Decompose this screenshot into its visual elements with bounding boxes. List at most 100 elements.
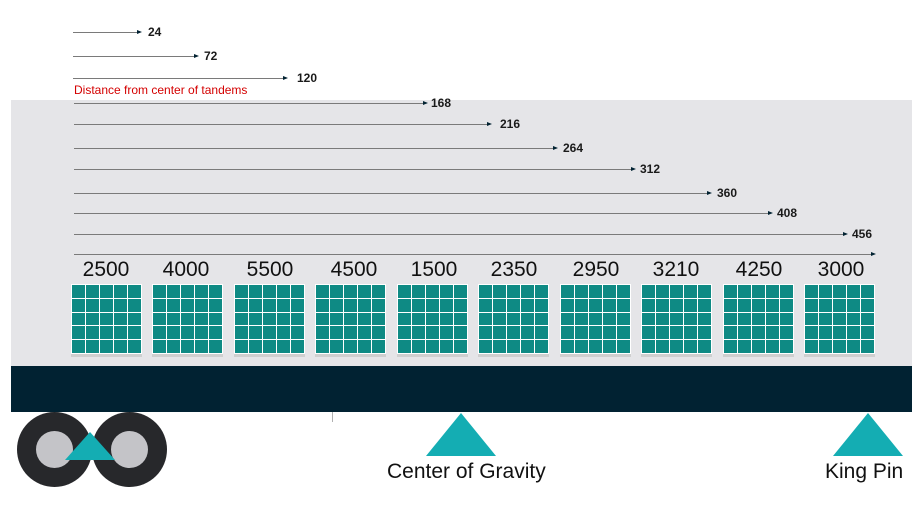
box-cell [766,298,779,312]
box-cell [153,340,166,353]
pallet [397,284,468,357]
box-cell [833,326,846,340]
box-cell [805,340,818,353]
pallet-weight: 5500 [246,258,294,281]
box-cell [291,298,304,312]
box-cell [603,326,616,340]
box-cell [656,340,669,353]
box-cell [642,340,655,353]
box-cell [684,340,697,353]
tandem-pivot-icon [65,432,115,460]
box-cell [263,326,276,340]
pallet [152,284,223,357]
distance-label: 120 [297,71,318,85]
box-cell [724,326,737,340]
box-cell [72,285,85,298]
box-cell [412,340,425,353]
box-cell [847,285,860,298]
box-cell [752,298,765,312]
distance-label: 312 [640,162,661,176]
box-cell [426,312,439,326]
box-cell [398,340,411,353]
box-cell [493,312,506,326]
box-cell [724,340,737,353]
box-cell [670,298,683,312]
box-cell [738,298,751,312]
box-cell [479,326,492,340]
box-cell [535,312,548,326]
box-cell [181,298,194,312]
box-cell [72,312,85,326]
distance-label: 24 [148,25,162,39]
box-cell [277,285,290,298]
box-cell [642,312,655,326]
box-cell [805,312,818,326]
box-cell [209,340,222,353]
box-cell [819,285,832,298]
box-cell [316,326,329,340]
box-cell [263,340,276,353]
box-cell [330,298,343,312]
box-cell [724,285,737,298]
box-cell [670,326,683,340]
box-cell [86,312,99,326]
box-cell [330,340,343,353]
box-cell [440,340,453,353]
box-cell [861,298,874,312]
pallet [641,284,712,357]
box-cell [114,285,127,298]
distance-label: 264 [563,141,584,155]
box-cell [100,298,113,312]
box-cell [398,298,411,312]
box-cell [724,312,737,326]
pallet [723,284,794,357]
box-cell [426,340,439,353]
box-cell [195,312,208,326]
box-cell [209,285,222,298]
pallet [804,284,875,357]
box-cell [398,285,411,298]
hub-icon [111,431,148,468]
deck-tick [332,412,333,422]
box-cell [440,312,453,326]
box-cell [575,312,588,326]
box-cell [72,340,85,353]
box-cell [330,285,343,298]
box-cell [316,298,329,312]
box-cell [100,326,113,340]
box-cell [209,312,222,326]
box-cell [181,326,194,340]
box-cell [575,298,588,312]
box-cell [561,326,574,340]
box-cell [561,312,574,326]
box-cell [479,298,492,312]
box-cell [479,285,492,298]
box-cell [752,312,765,326]
box-cell [128,285,141,298]
box-cell [698,312,711,326]
box-cell [535,326,548,340]
box-cell [670,285,683,298]
box-cell [617,326,630,340]
box-cell [766,340,779,353]
box-cell [209,326,222,340]
box-cell [86,340,99,353]
box-cell [752,326,765,340]
distance-label: 360 [717,186,738,200]
box-cell [263,285,276,298]
box-cell [153,326,166,340]
pallet-weight: 1500 [410,258,458,281]
box-cell [86,326,99,340]
box-cell [642,326,655,340]
box-cell [235,312,248,326]
box-cell [372,312,385,326]
box-cell [235,340,248,353]
box-cell [805,285,818,298]
box-cell [263,298,276,312]
box-cell [344,326,357,340]
box-cell [561,340,574,353]
distance-label: 216 [500,117,521,131]
box-cell [780,298,793,312]
box-cell [344,312,357,326]
box-cell [454,285,467,298]
